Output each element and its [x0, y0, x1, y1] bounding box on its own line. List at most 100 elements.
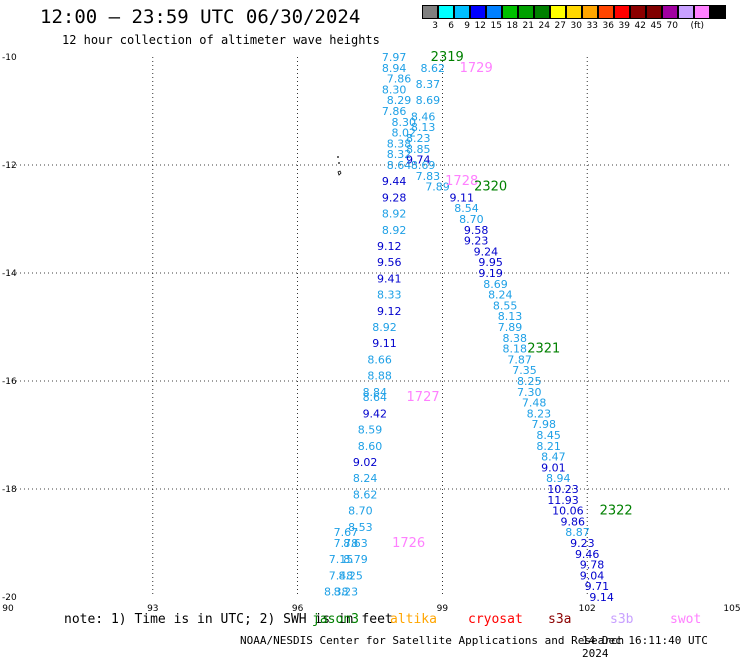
legend-swatch — [502, 5, 518, 19]
wave-height-point: 8.62 — [420, 62, 445, 75]
wave-height-point: 7.97 — [382, 51, 407, 64]
y-tick-label: -14 — [2, 269, 17, 279]
wave-height-point: 8.13 — [498, 310, 523, 323]
page-subtitle: 12 hour collection of altimeter wave hei… — [62, 33, 380, 47]
legend-swatch — [518, 5, 534, 19]
legend-label: 42 — [634, 21, 646, 31]
satellite-swot: swot — [670, 612, 702, 627]
pass-time-label: 2319 — [431, 50, 464, 65]
pass-time-label: 2320 — [474, 180, 507, 195]
wave-height-point: 9.58 — [464, 224, 489, 237]
island-dot — [337, 156, 339, 158]
wave-height-point: 8.25 — [517, 375, 542, 388]
wave-height-point: 8.60 — [358, 440, 383, 453]
legend-label: 70 — [666, 21, 678, 31]
legend-label: 24 — [538, 21, 550, 31]
wave-height-point: 9.04 — [580, 569, 605, 582]
legend-label: 45 — [650, 21, 662, 31]
satellite-cryosat: cryosat — [468, 612, 523, 627]
wave-height-point: 9.23 — [570, 537, 595, 550]
y-tick-label: -16 — [2, 377, 17, 387]
legend-label: 9 — [464, 21, 470, 31]
legend-label: 12 — [474, 21, 486, 31]
wave-height-point: 7.78 — [334, 537, 359, 550]
legend-swatch — [438, 5, 454, 19]
legend-swatch — [630, 5, 646, 19]
wave-height-point: 7.48 — [329, 569, 354, 582]
wave-height-point: 8.70 — [459, 213, 484, 226]
legend-label: 30 — [570, 21, 582, 31]
wave-height-point: 9.19 — [478, 267, 503, 280]
wave-height-point: 8.62 — [353, 488, 378, 501]
wave-height-point: 8.38 — [324, 586, 349, 599]
wave-height-point: 7.98 — [532, 418, 557, 431]
wave-height-point: 8.30 — [382, 83, 407, 96]
wave-height-point: 8.54 — [454, 202, 479, 215]
footer-timestamp: 14 Dec 16:11:40 UTC 2024 — [582, 634, 708, 660]
x-tick-label: 105 — [723, 604, 740, 614]
wave-height-point: 9.71 — [585, 580, 610, 593]
pass-time-label: 2322 — [600, 504, 633, 519]
wave-height-point: 8.84 — [363, 386, 388, 399]
x-tick-label: 93 — [147, 604, 158, 614]
grid — [8, 57, 732, 597]
wave-height-point: 8.24 — [488, 289, 513, 302]
wave-height-point: 8.92 — [372, 321, 397, 334]
wave-height-point: 8.85 — [406, 143, 431, 156]
wave-height-point: 8.18 — [503, 343, 528, 356]
wave-height-point: 8.92 — [382, 208, 407, 221]
legend-swatch — [646, 5, 662, 19]
y-tick-label: -18 — [2, 485, 17, 495]
legend-label: 15 — [490, 21, 502, 31]
pass-time-label: 2321 — [527, 342, 560, 357]
legend-label: 3 — [432, 21, 438, 31]
wave-height-point: 7.15 — [329, 553, 354, 566]
wave-height-point: 8.94 — [382, 62, 407, 75]
wave-height-point: 9.95 — [478, 256, 503, 269]
legend-swatch — [470, 5, 486, 19]
legend-swatch — [454, 5, 470, 19]
color-legend: 3 6 9 12 15 18 21 24 27 30 33 36 39 42 45 70 (ft) — [422, 5, 726, 31]
legend-swatch — [566, 5, 582, 19]
wave-height-point: 8.70 — [348, 505, 373, 518]
wave-height-point: 8.02 — [392, 127, 417, 140]
wave-height-point: 7.89 — [498, 321, 523, 334]
wave-height-point: 9.02 — [353, 456, 378, 469]
wave-height-point: 7.86 — [387, 73, 412, 86]
wave-height-point: 9.12 — [377, 240, 402, 253]
pass-time-label: 1729 — [460, 61, 493, 76]
wave-height-point: 7.86 — [382, 105, 407, 118]
wave-height-point: 8.29 — [387, 94, 412, 107]
wave-height-point: 8.64 — [387, 159, 412, 172]
wave-height-point: 7.67 — [334, 526, 359, 539]
legend-swatches — [422, 5, 726, 19]
y-tick-label: -20 — [2, 593, 17, 603]
wave-height-point: 7.89 — [425, 181, 450, 194]
wave-height-point: 9.11 — [449, 191, 474, 204]
wave-height-point: 7.87 — [507, 353, 532, 366]
wave-height-point: 8.69 — [483, 278, 508, 291]
satellite-s3a: s3a — [548, 612, 572, 627]
wave-height-point: 7.83 — [416, 170, 441, 183]
legend-label: 21 — [522, 21, 534, 31]
legend-swatch — [486, 5, 502, 19]
wave-height-point: 9.01 — [541, 461, 566, 474]
wave-height-point: 10.06 — [552, 505, 584, 518]
wave-height-point: 9.14 — [589, 591, 614, 604]
wave-height-point: 8.53 — [348, 521, 373, 534]
wave-height-point: 9.74 — [406, 154, 431, 167]
wave-height-point: 8.46 — [411, 110, 436, 123]
wave-height-point: 9.23 — [464, 235, 489, 248]
wave-height-point: 8.30 — [392, 116, 417, 129]
legend-label: 18 — [506, 21, 518, 31]
y-tick-label: -10 — [2, 53, 17, 63]
legend-label: 6 — [448, 21, 454, 31]
wave-height-point: 8.25 — [338, 569, 363, 582]
wave-height-point: 7.48 — [522, 397, 547, 410]
x-tick-label: 90 — [2, 604, 14, 614]
island-marks — [337, 156, 342, 176]
legend-swatch — [422, 5, 438, 19]
legend-label: (ft) — [690, 21, 704, 31]
wave-height-point: 8.23 — [334, 586, 359, 599]
